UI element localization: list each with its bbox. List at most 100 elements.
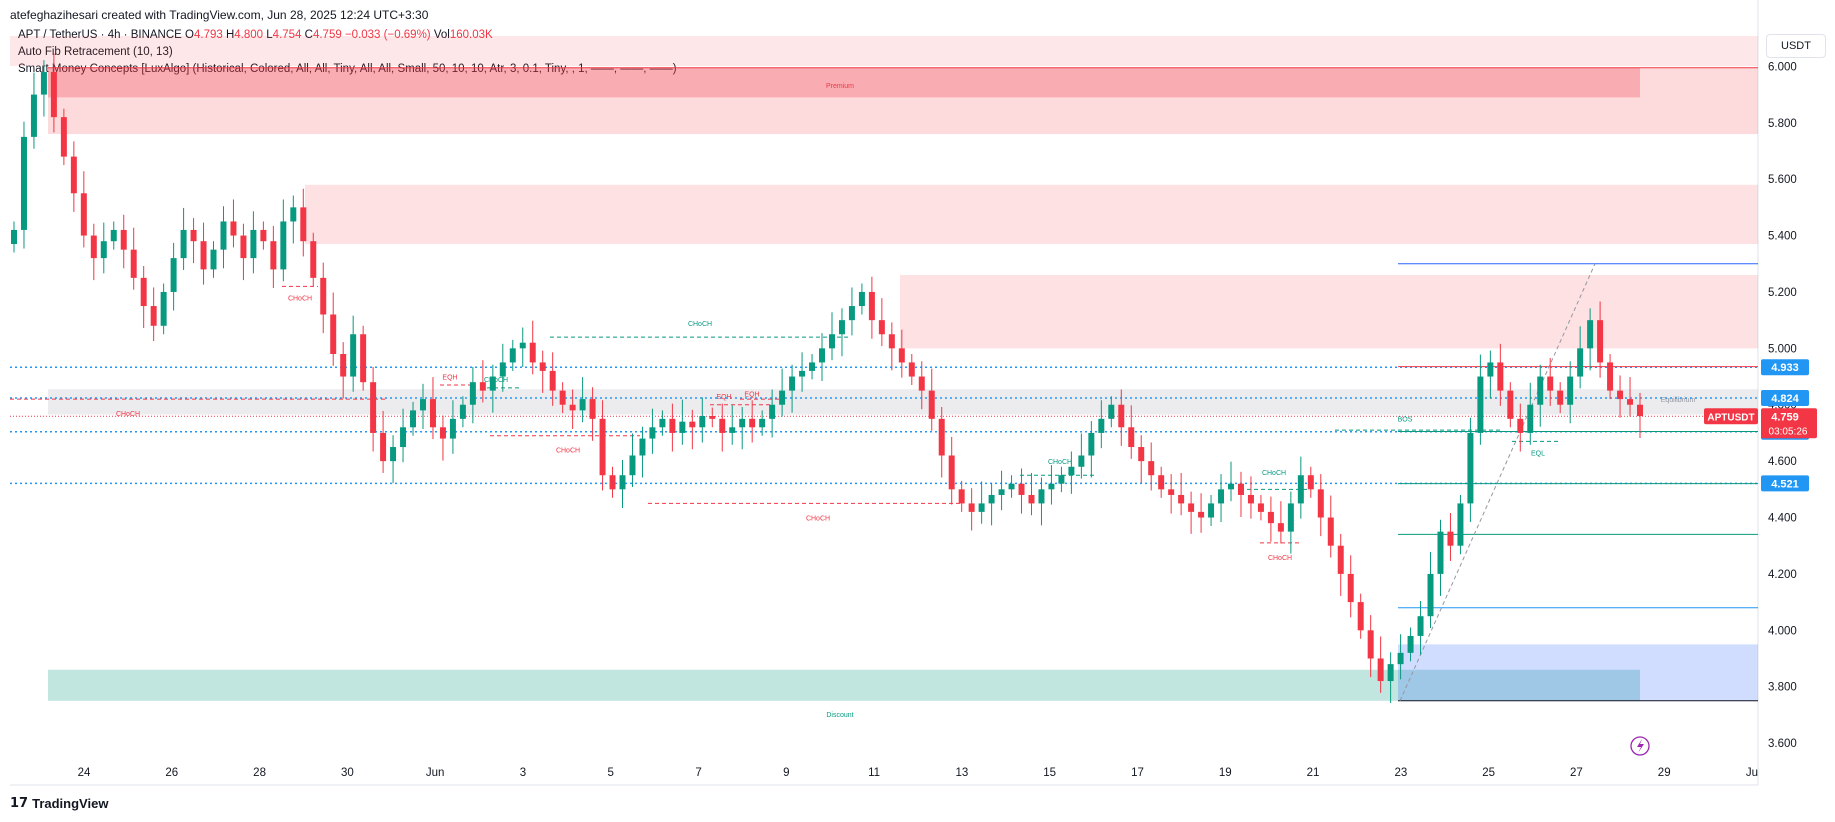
candle-body [1527, 404, 1534, 433]
candle-body [938, 418, 945, 456]
candle-body [689, 421, 696, 428]
symbol-tag: APTUSDT [1707, 412, 1754, 423]
candle-body [1407, 635, 1414, 653]
zone-premium-header [48, 67, 1758, 135]
last-price-tag-bg [1761, 408, 1817, 439]
candle-body [739, 418, 746, 428]
candle-body [1447, 531, 1454, 546]
candle-body [1257, 503, 1264, 512]
legend-symbol[interactable]: APT / TetherUS · 4h · BINANCE [18, 29, 182, 41]
candle-body [20, 136, 27, 230]
candle-body [1497, 362, 1504, 391]
legend-high-label: H [225, 29, 235, 41]
candle-body [1128, 427, 1135, 448]
structure-label-12: EQH [716, 394, 731, 401]
candle-body [1247, 494, 1254, 504]
candle-body [898, 348, 905, 363]
candle-body [719, 418, 726, 433]
candle-body [60, 117, 67, 157]
candle-body [250, 229, 257, 259]
candle-body [120, 229, 127, 250]
candle-body [1158, 475, 1165, 490]
candle-body [1138, 447, 1145, 462]
y-tick-label: 6.000 [1768, 61, 1797, 73]
candle-body [220, 221, 227, 250]
candle-body [629, 455, 636, 476]
candle-body [1547, 376, 1554, 391]
structure-label-1: CHoCH [688, 321, 712, 328]
candle-body [1028, 494, 1035, 504]
candle-body [380, 432, 387, 462]
legend-indicator-fib[interactable]: Auto Fib Retracement (10, 13) [18, 46, 173, 58]
candle-body [170, 258, 177, 292]
time-axis[interactable]: 24 26 28 30 Jun 3 5 7 9 11 13 15 17 19 21 23 25 27 29 Ju [78, 767, 1758, 779]
candle-body [1297, 475, 1304, 504]
legend-indicator-smc[interactable]: Smart Money Concepts [LuxAlgo] (Historic… [18, 63, 677, 75]
structure-layer: CHoCH CHoCH CHoCH CHoCH CHoCH CHoCH CHoCH CHoCH… [10, 285, 1560, 562]
candle-body [449, 418, 456, 439]
candle-body [998, 489, 1005, 495]
structure-label-8: BOS [1398, 417, 1413, 424]
candle-body [50, 72, 57, 118]
candle-body [549, 370, 556, 391]
candle-body [1437, 531, 1444, 574]
candle-body [1567, 376, 1574, 405]
candle-body [160, 291, 167, 326]
candle-body [1118, 404, 1125, 428]
x-tick-label: 3 [520, 767, 526, 779]
candle-body [759, 418, 766, 428]
candle-body [599, 418, 606, 476]
x-tick-label: 29 [1658, 767, 1671, 779]
zone-fib-box [1398, 644, 1758, 701]
candle-body [310, 241, 317, 278]
candle-body [429, 399, 436, 428]
price-tag-bg-0 [1761, 359, 1809, 376]
y-tick-label: 4.600 [1768, 456, 1797, 468]
zone-equilibrium [48, 389, 1758, 415]
candle-body [1287, 503, 1294, 532]
candle-body [1347, 573, 1354, 603]
y-tick-label: 5.400 [1768, 231, 1797, 243]
candle-body [1058, 475, 1065, 484]
candle-body [1048, 483, 1055, 490]
x-tick-label: 15 [1043, 767, 1056, 779]
last-price-tag: 4.759 [1771, 411, 1799, 423]
candle-body [958, 489, 965, 504]
candle-body [1517, 418, 1524, 433]
legend-open: 4.793 [193, 29, 223, 41]
candle-body [1267, 511, 1274, 524]
price-tag-bg-3 [1761, 475, 1809, 492]
x-tick-label: 17 [1131, 767, 1144, 779]
candle-body [1487, 362, 1494, 377]
candle-body [1228, 483, 1234, 490]
candle-body [40, 72, 47, 95]
currency-selector[interactable]: USDT [1766, 34, 1826, 58]
candle-body [459, 404, 466, 419]
candle-body [828, 334, 835, 349]
candle-body [320, 277, 327, 315]
lightning-icon[interactable] [1630, 736, 1650, 756]
candle-body [90, 235, 97, 259]
y-tick-label: 4.400 [1768, 513, 1797, 525]
candle-body [260, 229, 267, 242]
candle-body [928, 390, 935, 419]
tradingview-brand[interactable]: 𝟭𝟳 TradingView [10, 795, 108, 811]
candle-body [669, 418, 676, 433]
candle-body [799, 370, 806, 377]
candle-body [1587, 320, 1594, 349]
zone-ob-1 [48, 67, 1640, 98]
x-tick-label: 21 [1307, 767, 1320, 779]
candle-body [779, 390, 786, 405]
candle-body [230, 221, 237, 236]
y-tick-label: 4.200 [1768, 569, 1797, 581]
candle-body [729, 427, 736, 433]
candle-body [1218, 489, 1225, 504]
candle-body [1168, 489, 1175, 495]
candle-body [539, 362, 546, 371]
structure-label-6: CHoCH [1262, 470, 1286, 477]
candle-body [300, 207, 307, 242]
x-tick-label: 26 [165, 767, 178, 779]
legend-close-label: C [304, 29, 313, 41]
x-tick-label: Jun [426, 767, 445, 779]
